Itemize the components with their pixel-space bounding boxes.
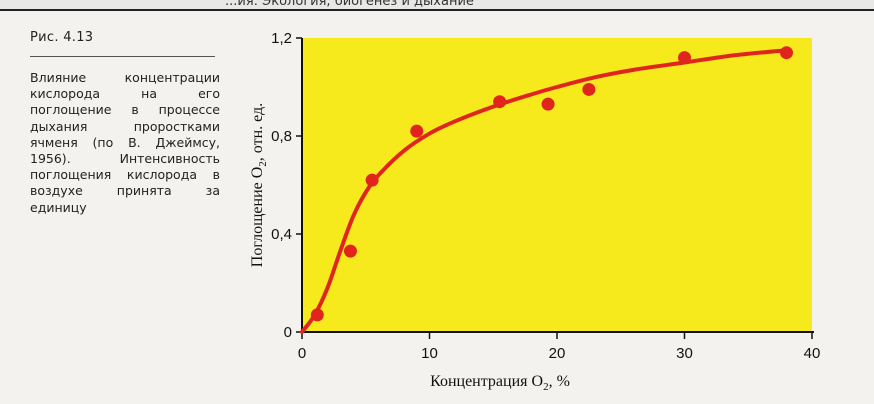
data-point (678, 51, 691, 65)
data-point (365, 173, 379, 187)
y-tick-label: 0,4 (271, 226, 292, 243)
data-point (343, 244, 357, 258)
figure-label: Рис. 4.13 (30, 30, 94, 45)
data-point (310, 308, 324, 322)
data-point (410, 124, 424, 138)
caption-divider (30, 56, 215, 57)
y-axis-label: Поглощение O2, отн. ед. (249, 103, 269, 267)
y-tick-label: 0,8 (271, 128, 292, 145)
axes (301, 38, 814, 333)
y-tick-label: 1,2 (271, 30, 292, 47)
x-tick-label: 40 (804, 345, 821, 362)
page-header: ...ия: Экология, биогенез и дыхание (0, 0, 874, 11)
data-point (780, 46, 793, 60)
data-point (582, 82, 596, 96)
y-tick-label: 0 (284, 324, 292, 341)
x-axis-label: Концентрация O2, % (430, 373, 570, 393)
data-point (541, 97, 555, 111)
fit-curve (300, 48, 789, 334)
figure-caption: Влияние концентрации кислорода на его по… (30, 70, 220, 215)
x-tick-label: 0 (298, 345, 306, 362)
x-tick-label: 20 (549, 345, 566, 362)
data-point (493, 95, 507, 109)
x-tick-label: 10 (421, 345, 438, 362)
x-tick-label: 30 (676, 345, 693, 362)
running-header: ...ия: Экология, биогенез и дыхание (225, 0, 474, 8)
ticks: 0 10 20 30 40 0 0,4 0,8 1,2 (271, 30, 820, 362)
plot-background (302, 38, 812, 332)
data-points (310, 46, 793, 322)
